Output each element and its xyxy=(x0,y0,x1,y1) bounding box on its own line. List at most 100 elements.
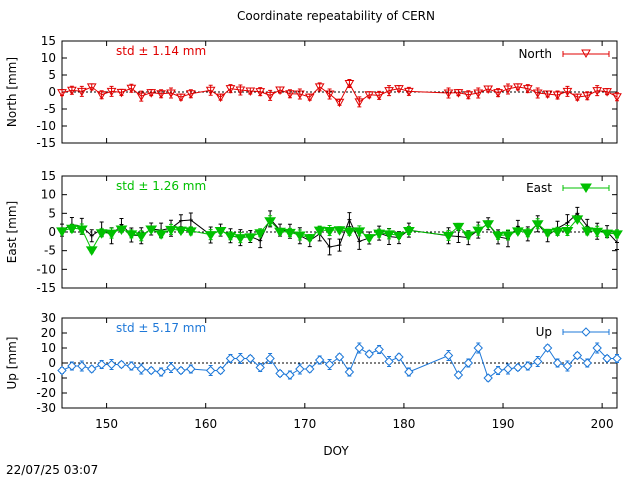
east-std-label: std ± 1.26 mm xyxy=(116,179,206,193)
north-series-point xyxy=(176,93,186,103)
north-series-point xyxy=(304,93,315,103)
up-series-point xyxy=(186,364,196,374)
east-series-point xyxy=(383,230,395,240)
east-series-point xyxy=(145,225,158,235)
north-series-point xyxy=(86,83,97,92)
north-series-point xyxy=(57,89,67,98)
north-series-point xyxy=(126,84,137,94)
north-ytick-label: -5 xyxy=(44,102,56,116)
north-series-point xyxy=(463,91,474,100)
north-series-point xyxy=(602,88,612,97)
up-ytick-label: -30 xyxy=(36,401,56,415)
east-series-point xyxy=(254,229,267,239)
east-legend: East xyxy=(526,181,610,195)
up-series-point xyxy=(364,349,374,359)
east-ytick-label: 0 xyxy=(48,225,56,239)
east-series-point xyxy=(85,246,98,256)
east-series-point xyxy=(66,224,78,235)
north-ytick-label: -10 xyxy=(36,119,56,133)
north-series-point xyxy=(294,90,305,100)
east-series-point xyxy=(165,225,177,236)
chart-title: Coordinate repeatability of CERN xyxy=(237,9,435,23)
up-series-point xyxy=(513,362,523,373)
north-series-point xyxy=(67,86,77,96)
x-tick-label: 200 xyxy=(591,417,614,431)
x-axis-label: DOY xyxy=(323,444,349,458)
north-series-point xyxy=(96,91,107,100)
east-series-point xyxy=(541,228,554,239)
east-series-point xyxy=(264,217,277,227)
north-series-point xyxy=(592,87,603,96)
up-series-point xyxy=(344,367,355,377)
east-alt-series-point xyxy=(615,240,619,245)
x-tick-label: 170 xyxy=(293,417,316,431)
east-ytick-label: 5 xyxy=(48,206,56,220)
east-series-point xyxy=(224,232,237,242)
x-tick-label: 180 xyxy=(392,417,415,431)
up-series-point xyxy=(77,361,87,371)
up-series-point xyxy=(384,356,394,367)
up-series-point xyxy=(453,370,464,380)
east-series-point xyxy=(502,231,514,241)
east-alt-series-point xyxy=(327,244,332,249)
east-series-point xyxy=(353,227,366,237)
east-series-point xyxy=(204,231,217,241)
up-series-point xyxy=(612,353,622,364)
east-ytick-label: 15 xyxy=(41,169,56,183)
up-series-point xyxy=(295,364,305,374)
up-series-point xyxy=(146,365,156,376)
north-series-point xyxy=(324,90,335,100)
up-series-point xyxy=(592,343,602,353)
up-series-point xyxy=(552,358,563,368)
north-legend: North xyxy=(518,47,610,61)
x-tick-label: 150 xyxy=(95,417,118,431)
north-series-point xyxy=(394,85,404,94)
east-series-point xyxy=(472,226,485,237)
east-series-point xyxy=(363,234,376,244)
up-series-point xyxy=(245,353,256,364)
up-series-point xyxy=(205,365,216,376)
up-series-point xyxy=(255,362,265,373)
north-series-point xyxy=(225,85,236,94)
up-series-point xyxy=(334,352,345,362)
north-series-point xyxy=(374,91,385,101)
up-ytick-label: -20 xyxy=(36,386,56,400)
up-series-point xyxy=(572,350,583,361)
north-series-point xyxy=(562,87,573,97)
north-series-point xyxy=(245,87,256,96)
east-series-point xyxy=(75,225,88,235)
up-series-point xyxy=(215,365,226,376)
north-legend-label: North xyxy=(518,47,552,61)
east-alt-series-point xyxy=(456,234,461,239)
chart-marks: 151050-5-10-15151050-5-10-153020100-10-2… xyxy=(36,34,623,431)
up-legend-marker xyxy=(581,327,591,337)
east-alt-series-point xyxy=(565,220,570,225)
north-series-point xyxy=(156,90,166,99)
x-tick-label: 190 xyxy=(492,417,515,431)
east-series-point xyxy=(591,227,604,238)
east-series-point xyxy=(373,229,386,240)
north-ytick-label: 5 xyxy=(48,68,56,82)
east-series-point xyxy=(571,215,584,225)
east-series-point xyxy=(343,227,356,238)
up-series-point xyxy=(67,361,77,371)
up-series-point xyxy=(265,353,275,364)
north-series-point xyxy=(354,98,365,107)
east-series-point xyxy=(303,234,316,244)
up-series-point xyxy=(533,356,543,367)
east-ylabel: East [mm] xyxy=(5,201,19,263)
east-series-point xyxy=(274,227,286,238)
east-series-point xyxy=(333,226,346,236)
east-series-point xyxy=(56,227,68,237)
north-ytick-label: -15 xyxy=(36,136,56,150)
east-series-point xyxy=(393,231,405,242)
east-series-point xyxy=(95,229,108,239)
up-series-point xyxy=(176,365,186,376)
up-series-point xyxy=(503,364,513,374)
up-series-point xyxy=(473,343,483,353)
east-series-point xyxy=(244,233,257,243)
up-series-point xyxy=(324,359,335,370)
up-series-point xyxy=(562,361,573,371)
east-alt-series-point xyxy=(89,233,94,238)
